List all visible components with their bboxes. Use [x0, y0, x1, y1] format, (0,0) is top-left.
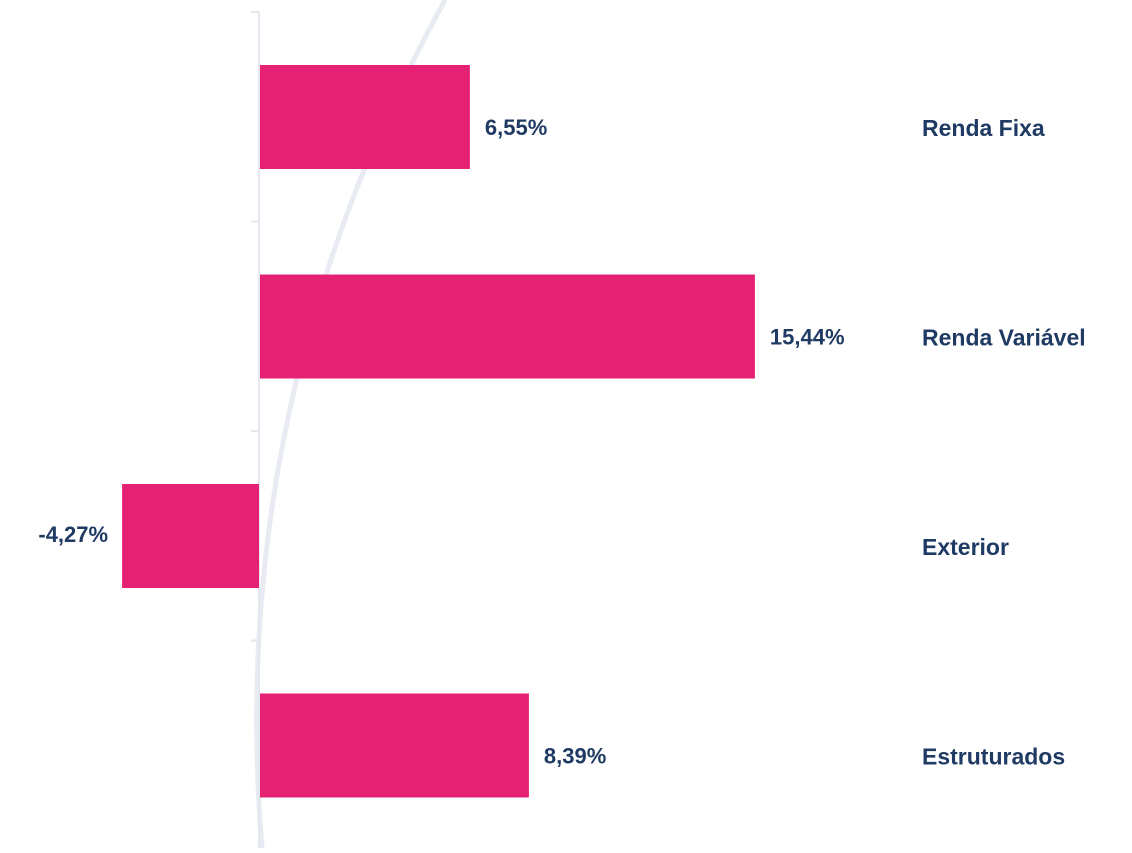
- value-label: 15,44%: [770, 324, 845, 349]
- bar-3: [260, 693, 529, 798]
- bar-2: [122, 484, 259, 588]
- axis-layer: [251, 11, 260, 848]
- category-label: Exterior: [922, 534, 1009, 560]
- value-label: 8,39%: [544, 743, 606, 768]
- label-layer: 6,55% Renda Fixa 15,44% Renda Variável -4,27…: [38, 115, 1085, 770]
- category-label: Renda Fixa: [922, 115, 1045, 141]
- category-label: Estruturados: [922, 744, 1065, 770]
- bar-1: [260, 274, 755, 379]
- value-label: -4,27%: [38, 522, 108, 547]
- value-label: 6,55%: [485, 115, 547, 140]
- bar-0: [260, 65, 470, 169]
- bar-layer: [122, 65, 755, 798]
- category-label: Renda Variável: [922, 325, 1086, 351]
